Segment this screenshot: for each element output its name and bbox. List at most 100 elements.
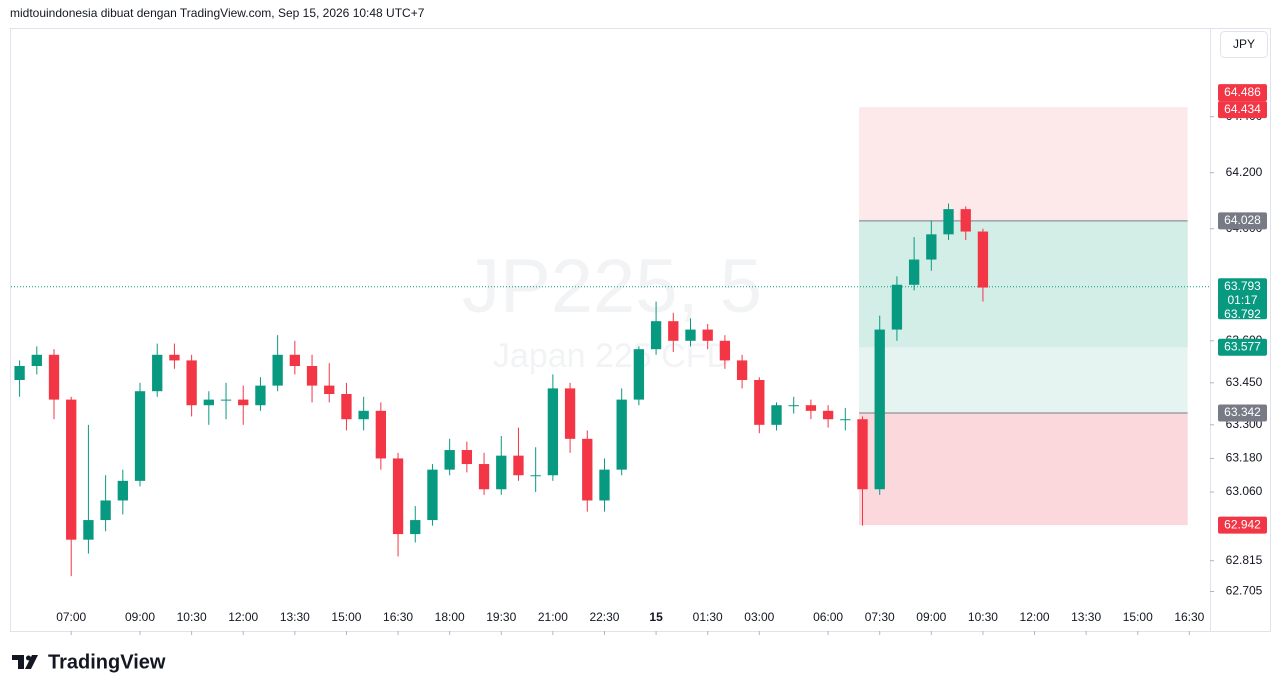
candle-body — [805, 405, 817, 411]
candle-body — [771, 405, 782, 425]
x-tick-label: 10:30 — [177, 610, 207, 624]
candle-body — [513, 455, 524, 476]
position-zone — [859, 220, 1188, 348]
price-label: 63.577 — [1224, 339, 1261, 353]
candle-body — [685, 329, 696, 341]
current-price-bg — [1218, 278, 1267, 320]
candle-body — [14, 365, 25, 381]
candle-body — [702, 329, 713, 341]
candle-body — [289, 354, 300, 366]
candle-body — [66, 399, 77, 540]
x-tick-label: 12:00 — [228, 610, 258, 624]
countdown: 01:17 — [1227, 293, 1257, 307]
candle-body — [324, 385, 335, 395]
position-zone — [859, 107, 1188, 221]
currency[interactable]: JPY — [1233, 37, 1255, 51]
x-tick-label: 01:30 — [693, 610, 723, 624]
price-axis: 64.40064.20064.00063.60063.45063.30063.1… — [1210, 84, 1267, 598]
x-tick-label: 16:30 — [383, 610, 413, 624]
position-zone — [859, 413, 1188, 526]
x-tick-label: 16:30 — [1174, 610, 1204, 624]
x-tick-label: 06:00 — [813, 610, 843, 624]
candle-body — [48, 354, 60, 400]
currency-button[interactable] — [1220, 31, 1268, 58]
x-tick-label: 09:00 — [916, 610, 946, 624]
y-tick-label: 62.705 — [1226, 584, 1263, 598]
x-tick-label: 12:00 — [1020, 610, 1050, 624]
candle-body — [272, 354, 283, 386]
candle-body — [582, 438, 593, 501]
candle-body — [375, 410, 387, 459]
candle-body — [410, 520, 421, 535]
candle-body — [427, 469, 438, 521]
candle-body — [478, 464, 490, 490]
candle-body — [461, 450, 473, 465]
price-label: 63.342 — [1224, 405, 1261, 419]
x-tick-label: 21:00 — [538, 610, 568, 624]
candle-body — [891, 284, 903, 330]
candle-body — [152, 354, 163, 392]
candle-body — [83, 520, 94, 540]
candle-body — [238, 399, 249, 406]
price-label: 64.486 — [1224, 85, 1261, 99]
candle-body — [530, 475, 541, 477]
candle-body — [822, 410, 834, 420]
candle-body — [874, 329, 885, 490]
y-tick-label: 62.815 — [1226, 553, 1263, 567]
candle-body — [960, 209, 971, 232]
price-label: 64.028 — [1224, 213, 1261, 227]
candle-body — [547, 388, 559, 476]
candle-body — [857, 419, 868, 490]
brand-logo — [12, 655, 38, 669]
candle-body — [926, 234, 937, 260]
price-label-bg — [1218, 516, 1267, 534]
candle-body — [358, 410, 369, 420]
logo-icon — [12, 655, 38, 669]
x-tick-label: 09:00 — [125, 610, 155, 624]
bid-price: 63.792 — [1224, 307, 1261, 321]
candle-body — [599, 469, 610, 501]
candle-body — [341, 394, 352, 420]
candle-body — [977, 231, 989, 288]
candle-body — [754, 380, 765, 425]
x-tick-label: 15:00 — [331, 610, 361, 624]
y-tick-label: 63.180 — [1226, 451, 1263, 465]
x-tick-label: 15 — [649, 610, 663, 624]
candle-body — [203, 399, 214, 406]
price-label-bg — [1218, 338, 1267, 356]
chart-frame — [10, 28, 1271, 632]
header: midtouindonesia dibuat dengan TradingVie… — [10, 6, 425, 20]
plot — [11, 107, 1210, 577]
candle-body — [100, 500, 111, 521]
candle-body — [736, 360, 748, 381]
candle-body — [134, 391, 146, 481]
current-price: 63.793 — [1224, 279, 1261, 293]
x-tick-label: 13:30 — [280, 610, 310, 624]
x-tick-label: 07:30 — [865, 610, 895, 624]
y-tick-label: 64.200 — [1226, 165, 1263, 179]
candle-body — [306, 365, 318, 386]
price-label-bg — [1218, 101, 1267, 119]
y-tick-label: 63.060 — [1226, 484, 1263, 498]
candle-body — [392, 458, 404, 535]
candle-body — [496, 455, 507, 490]
candle-body — [788, 405, 799, 407]
candle-body — [169, 354, 180, 361]
logo-dot — [26, 655, 31, 661]
candle-body — [840, 419, 851, 421]
x-tick-label: 15:00 — [1123, 610, 1153, 624]
x-tick-label: 19:30 — [486, 610, 516, 624]
candle-body — [633, 349, 645, 400]
candle-body — [943, 209, 954, 235]
x-tick-label: 13:30 — [1071, 610, 1101, 624]
candle-body — [650, 321, 662, 350]
watermark-sub: Japan 225 CFD — [493, 337, 731, 375]
x-tick-label: 03:00 — [744, 610, 774, 624]
x-tick-label: 07:00 — [56, 610, 86, 624]
x-tick-label: 22:30 — [589, 610, 619, 624]
candle-body — [616, 399, 627, 470]
candle-body — [908, 259, 920, 285]
x-tick-label: 18:00 — [435, 610, 465, 624]
